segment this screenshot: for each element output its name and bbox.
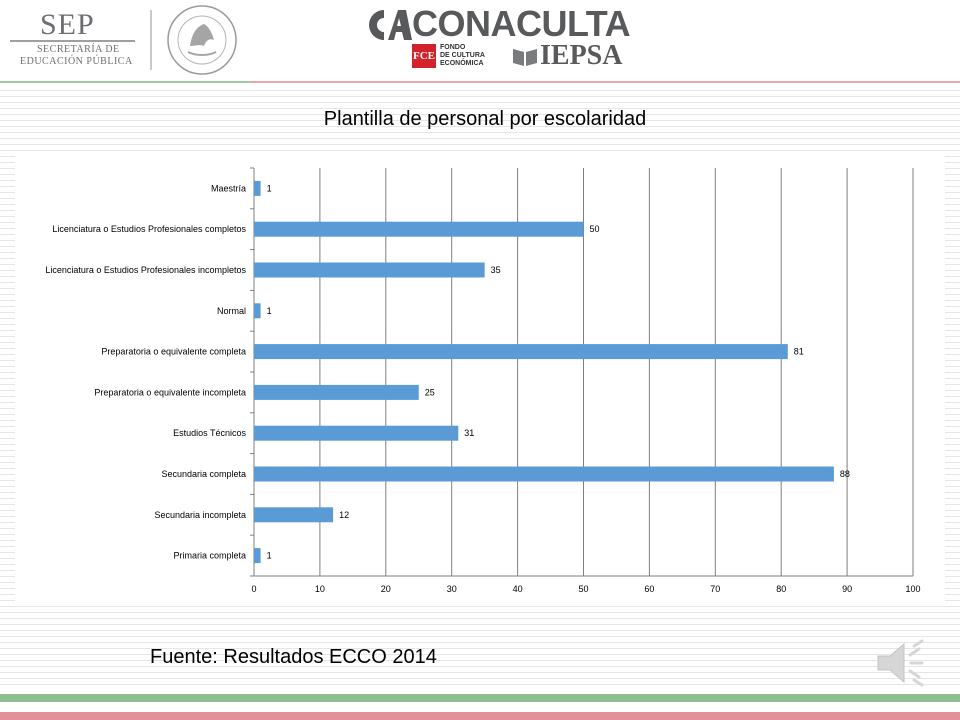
data-label: 12 — [339, 510, 349, 520]
footer-band-green — [0, 694, 960, 702]
bar — [254, 262, 485, 278]
conaculta-mark-icon — [369, 10, 412, 40]
book-icon — [513, 49, 537, 66]
sep-logo-line2: EDUCACIÓN PÚBLICA — [20, 56, 133, 67]
iepsa-logo-text: IEPSA — [540, 40, 623, 71]
category-label: Secundaria completa — [161, 469, 246, 479]
chart-title: Plantilla de personal por escolaridad — [323, 108, 647, 130]
bar — [254, 507, 334, 523]
data-label: 50 — [590, 224, 600, 234]
fce-logo-text: FONDO DE CULTURA ECONÓMICA — [440, 44, 485, 68]
chart-area: 0 10 20 30 40 50 60 70 80 90 100 Maestría 1 Licenciat… — [15, 155, 945, 605]
slide-header: SEP SECRETARÍA DE EDUCACIÓN PÚBLICA CONA… — [0, 0, 960, 85]
speaker-icon[interactable] — [874, 636, 936, 690]
data-label: 81 — [794, 347, 804, 357]
bar — [254, 384, 419, 400]
category-label: Preparatoria o equivalente incompleta — [94, 387, 246, 397]
fce-line1: FONDO — [440, 44, 466, 51]
x-tick-label: 100 — [905, 584, 920, 594]
x-tick-label: 70 — [710, 584, 720, 594]
x-tick-label: 0 — [251, 584, 256, 594]
bar — [254, 180, 261, 196]
x-tick-label: 40 — [513, 584, 523, 594]
data-label: 1 — [267, 551, 272, 561]
bar — [254, 221, 584, 237]
category-label: Estudios Técnicos — [173, 428, 246, 438]
category-label: Maestría — [211, 183, 246, 193]
data-label: 35 — [491, 265, 501, 275]
sep-logo-title: SEP — [40, 8, 95, 41]
header-rule-green — [0, 81, 250, 83]
category-label: Preparatoria o equivalente completa — [101, 347, 246, 357]
footer-band-pink — [0, 712, 960, 720]
x-tick-label: 90 — [842, 584, 852, 594]
fce-line3: ECONÓMICA — [440, 60, 484, 67]
x-tick-label: 20 — [381, 584, 391, 594]
category-label: Normal — [217, 306, 246, 316]
x-tick-label: 60 — [644, 584, 654, 594]
fce-line2: DE CULTURA — [440, 52, 485, 59]
x-tick-label: 80 — [776, 584, 786, 594]
data-label: 1 — [267, 306, 272, 316]
sep-logo-line1: SECRETARÍA DE — [37, 44, 120, 55]
conaculta-logo-text: CONACULTA — [412, 3, 631, 44]
data-label: 1 — [267, 183, 272, 193]
bar — [254, 548, 261, 564]
data-label: 25 — [425, 387, 435, 397]
category-label: Secundaria incompleta — [154, 510, 246, 520]
sep-logo: SEP SECRETARÍA DE EDUCACIÓN PÚBLICA — [0, 0, 140, 80]
data-label: 31 — [464, 428, 474, 438]
bar — [254, 425, 459, 441]
logo-divider — [150, 10, 152, 70]
category-label: Licenciatura o Estudios Profesionales co… — [52, 224, 246, 234]
bar — [254, 344, 788, 360]
x-tick-label: 10 — [315, 584, 325, 594]
category-label: Primaria completa — [173, 551, 246, 561]
bar — [254, 303, 261, 319]
fce-logo-mark: FCE — [412, 44, 436, 68]
header-rule-red — [250, 81, 960, 83]
sep-logo-rule — [10, 40, 135, 42]
x-tick-label: 30 — [447, 584, 457, 594]
category-label: Licenciatura o Estudios Profesionales in… — [45, 265, 246, 275]
x-tick-label: 50 — [578, 584, 588, 594]
bar — [254, 466, 834, 482]
source-note: Fuente: Resultados ECCO 2014 — [150, 646, 437, 668]
mexican-seal-icon — [167, 5, 237, 75]
data-label: 88 — [840, 469, 850, 479]
bar-chart: 0 10 20 30 40 50 60 70 80 90 100 Maestría 1 Licenciat… — [45, 167, 921, 594]
